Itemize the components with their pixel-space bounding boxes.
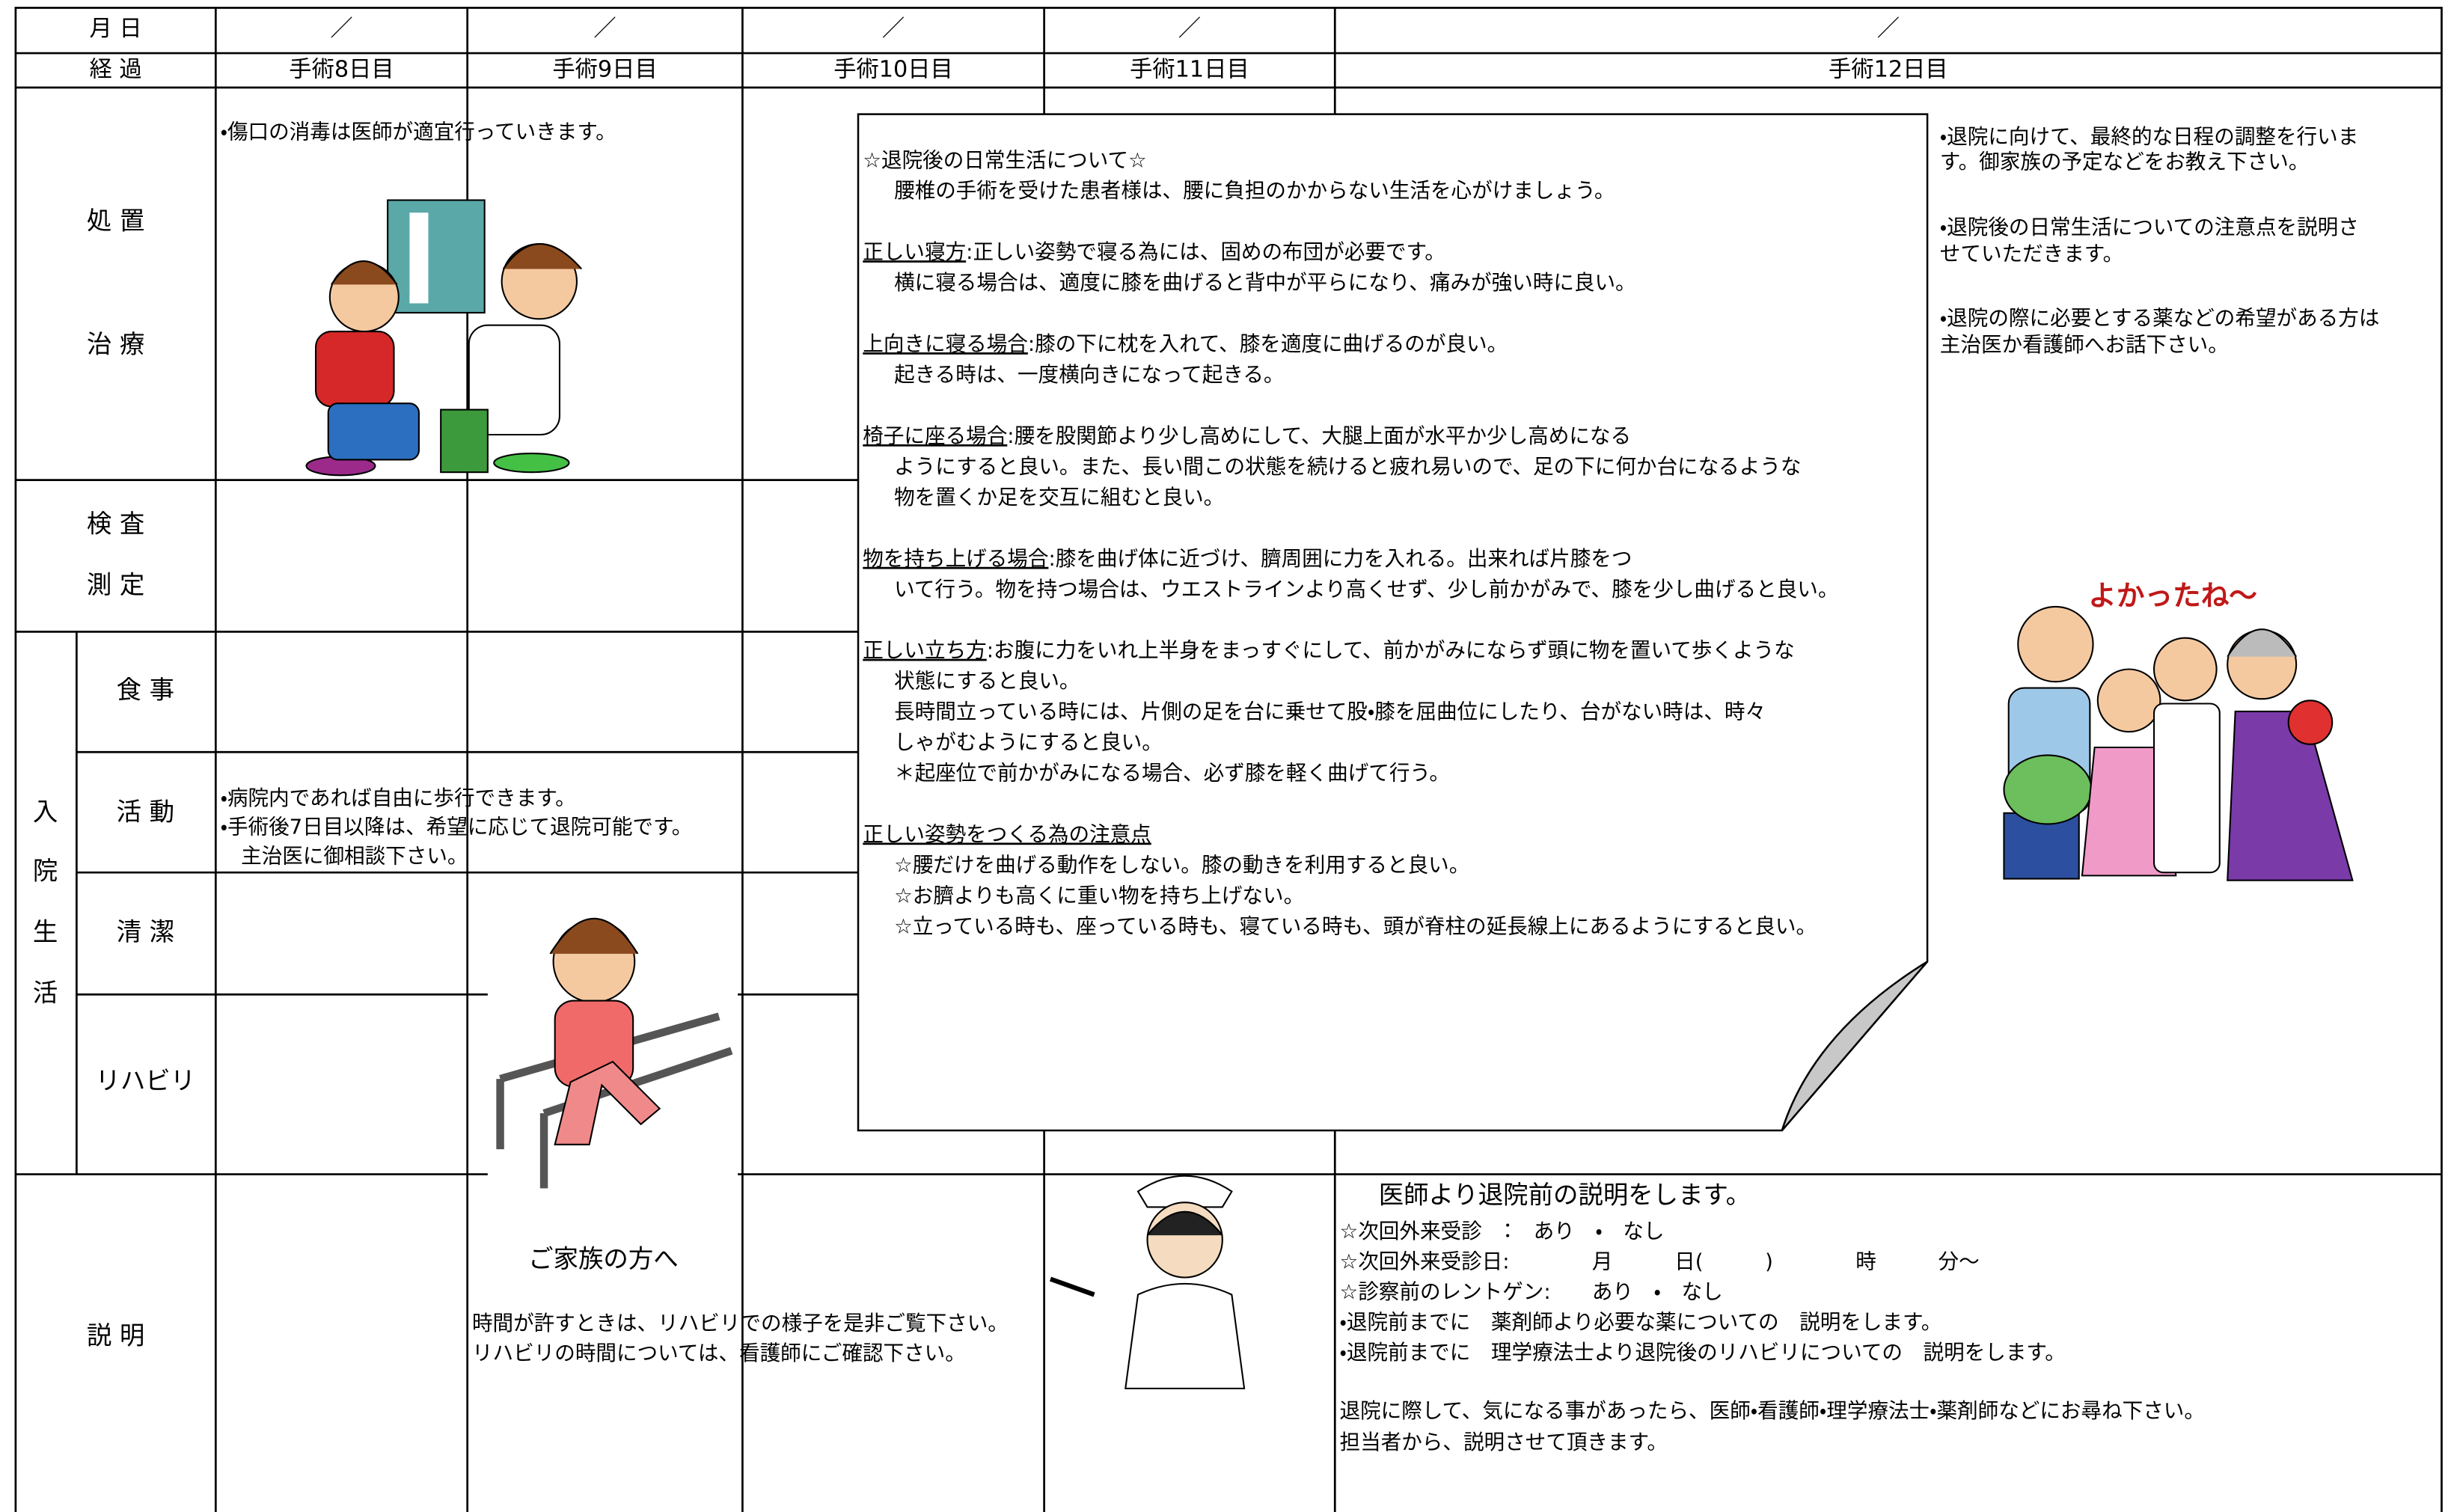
- note-heading: 上向きに寝る場合: [863, 331, 1028, 356]
- cell-text: ・傷口の消毒は医師が適宜行っていきます。: [221, 120, 616, 144]
- cell-text: ・退院前までに 薬剤師より必要な薬についての 説明をします。: [1340, 1310, 1942, 1335]
- row-label: 清 潔: [117, 917, 174, 946]
- cell-title: ご家族の方へ: [528, 1244, 679, 1273]
- cell-text: 主治医か看護師へお話下さい。: [1940, 332, 2229, 357]
- doctor-illustration: [305, 199, 583, 477]
- date-cell: ／: [882, 16, 905, 42]
- day-cell: 手術9日目: [552, 57, 657, 83]
- header-cells: ／ ／ ／ ／ ／ 手術8日目 手術9日目 手術10日目 手術11日目 手術12日目: [289, 16, 1947, 82]
- date-label: 月 日: [90, 16, 142, 42]
- note-line: ☆退院後の日常生活について☆: [863, 147, 1147, 172]
- rehab-illustration: [487, 894, 738, 1192]
- row-label: 活 動: [117, 797, 174, 826]
- note-text: ☆退院後の日常生活について☆ 腰椎の手術を受けた患者様は、腰に負担のかからない生活…: [863, 147, 1838, 938]
- cell-text: ☆次回外来受診日: 月 日( ) 時 分～: [1340, 1249, 1980, 1273]
- date-cell: ／: [593, 16, 616, 42]
- cell-text: ☆次回外来受診 ： あり ・ なし: [1340, 1219, 1665, 1243]
- note-line: ☆お臍よりも高くに重い物を持ち上げない。: [894, 883, 1304, 907]
- note-heading-line: 正しい寝方:正しい姿勢で寝る為には、固めの布団が必要です。: [863, 239, 1445, 264]
- row-label: 検 査: [87, 509, 144, 539]
- row-label: 生: [33, 917, 58, 946]
- row-label: 院: [33, 857, 58, 886]
- note-heading: 正しい立ち方: [863, 638, 986, 663]
- row-label: 入: [33, 797, 58, 826]
- row-label: 食 事: [117, 675, 174, 704]
- note-heading: 正しい姿勢をつくる為の注意点: [863, 821, 1151, 846]
- row-label: 測 定: [87, 570, 144, 599]
- note-heading: 物を持ち上げる場合: [863, 546, 1048, 571]
- note-line: 物を置くか足を交互に組むと良い。: [894, 485, 1224, 509]
- note-fold: [1781, 961, 1929, 1131]
- note-line: 起きる時は、一度横向きになって起きる。: [894, 362, 1284, 387]
- day-cell: 手術8日目: [289, 57, 394, 83]
- note-text: :膝の下に枕を入れて、膝を適度に曲げるのが良い。: [1028, 331, 1508, 356]
- nurse-illustration: [1049, 1175, 1246, 1389]
- progress-label: 経 過: [90, 57, 142, 83]
- note-heading: 正しい寝方: [863, 239, 966, 264]
- cell-text: 退院に際して、気になる事があったら、医師・看護師・理学療法士・薬剤師などにお尋ね…: [1340, 1398, 2205, 1423]
- date-cell: ／: [1178, 16, 1201, 42]
- cell-text: ・退院前までに 理学療法士より退院後のリハビリについての 説明をします。: [1340, 1340, 2066, 1365]
- row-label: リハビリ: [95, 1066, 195, 1095]
- note-sheet: [857, 113, 1929, 1132]
- cell-text: 主治医に御相談下さい。: [221, 843, 468, 868]
- note-line: 状態にすると良い。: [894, 669, 1080, 694]
- cell-text: ☆診察前のレントゲン: あり ・ なし: [1340, 1279, 1723, 1304]
- note-paper: [857, 113, 1929, 1132]
- note-heading-line: 椅子に座る場合:腰を股関節より少し高めにして、大腿上面が水平か少し高めになる: [863, 423, 1631, 448]
- note-heading-line: 上向きに寝る場合:膝の下に枕を入れて、膝を適度に曲げるのが良い。: [863, 331, 1508, 356]
- row-label: 治 療: [87, 329, 144, 358]
- row-label: 処 置: [87, 206, 144, 235]
- note-text: :正しい姿勢で寝る為には、固めの布団が必要です。: [966, 239, 1445, 264]
- note-heading: 椅子に座る場合: [863, 423, 1007, 448]
- note-line: 長時間立っている時には、片側の足を台に乗せて股・膝を屈曲位にしたり、台がない時は…: [894, 700, 1766, 724]
- cell-text: ・退院後の日常生活についての注意点を説明さ: [1940, 215, 2359, 239]
- note-heading-line: 物を持ち上げる場合:膝を曲げ体に近づけ、臍周囲に力を入れる。出来れば片膝をつ: [863, 546, 1632, 571]
- day-cell: 手術12日目: [1829, 57, 1948, 83]
- note-line: ＊起座位で前かがみになる場合、必ず膝を軽く曲げて行う。: [894, 761, 1450, 786]
- illustration-caption: よかったね～: [2088, 579, 2257, 612]
- note-line: いて行う。物を持つ場合は、ウエストラインより高くせず、少し前かがみで、膝を少し曲…: [894, 577, 1838, 602]
- note-line: ようにすると良い。また、長い間この状態を続けると疲れ易いので、足の下に何か台にな…: [894, 454, 1801, 479]
- date-cell: ／: [1877, 16, 1900, 42]
- note-line: ☆腰だけを曲げる動作をしない。膝の動きを利用すると良い。: [894, 852, 1469, 877]
- cell-text: せていただきます。: [1940, 242, 2123, 266]
- cell-title: 医師より退院前の説明をします。: [1379, 1180, 1751, 1209]
- cell-text: リハビリの時間については、看護師にご確認下さい。: [472, 1341, 966, 1365]
- cell-text: ・退院の際に必要とする薬などの希望がある方は: [1940, 305, 2380, 330]
- row-label: 説 明: [87, 1320, 144, 1350]
- cell-text: 時間が許すときは、リハビリでの様子を是非ご覧下さい。: [472, 1311, 1009, 1335]
- cell-text: ・退院に向けて、最終的な日程の調整を行いま: [1940, 124, 2358, 149]
- note-text: :お腹に力をいれ上半身をまっすぐにして、前かがみにならず頭に物を置いて歩くような: [987, 638, 1795, 663]
- note-line: しゃがむようにすると良い。: [894, 730, 1163, 755]
- note-text: :腰を股関節より少し高めにして、大腿上面が水平か少し高めになる: [1007, 423, 1631, 448]
- note-heading-line: 正しい姿勢をつくる為の注意点: [863, 821, 1151, 846]
- day-cell: 手術11日目: [1130, 57, 1249, 83]
- cell-text: す。御家族の予定などをお教え下さい。: [1940, 149, 2310, 174]
- cell-text: ・病院内であれば自由に歩行できます。: [221, 786, 576, 810]
- row-label: 活: [33, 979, 58, 1008]
- note-text: :膝を曲げ体に近づけ、臍周囲に力を入れる。出来れば片膝をつ: [1048, 546, 1632, 571]
- note-heading-line: 正しい立ち方:お腹に力をいれ上半身をまっすぐにして、前かがみにならず頭に物を置い…: [863, 638, 1794, 663]
- date-cell: ／: [330, 16, 352, 42]
- note-line: 腰椎の手術を受けた患者様は、腰に負担のかからない生活を心がけましょう。: [894, 178, 1615, 203]
- table-border: [14, 7, 2443, 1512]
- family-illustration: よかったね～: [2003, 579, 2354, 881]
- note-line: ☆立っている時も、座っている時も、寝ている時も、頭が脊柱の延長線上にあるようにす…: [894, 913, 1817, 938]
- cell-text: ・手術後7日目以降は、希望に応じて退院可能です。: [221, 815, 693, 839]
- cell-texts: ・傷口の消毒は医師が適宜行っていきます。・病院内であれば自由に歩行できます。・手…: [221, 120, 2380, 1454]
- note-line: 横に寝る場合は、適度に膝を曲げると背中が平らになり、痛みが強い時に良い。: [894, 270, 1636, 295]
- day-cell: 手術10日目: [833, 57, 953, 83]
- cell-text: 担当者から、説明させて頂きます。: [1340, 1430, 1668, 1454]
